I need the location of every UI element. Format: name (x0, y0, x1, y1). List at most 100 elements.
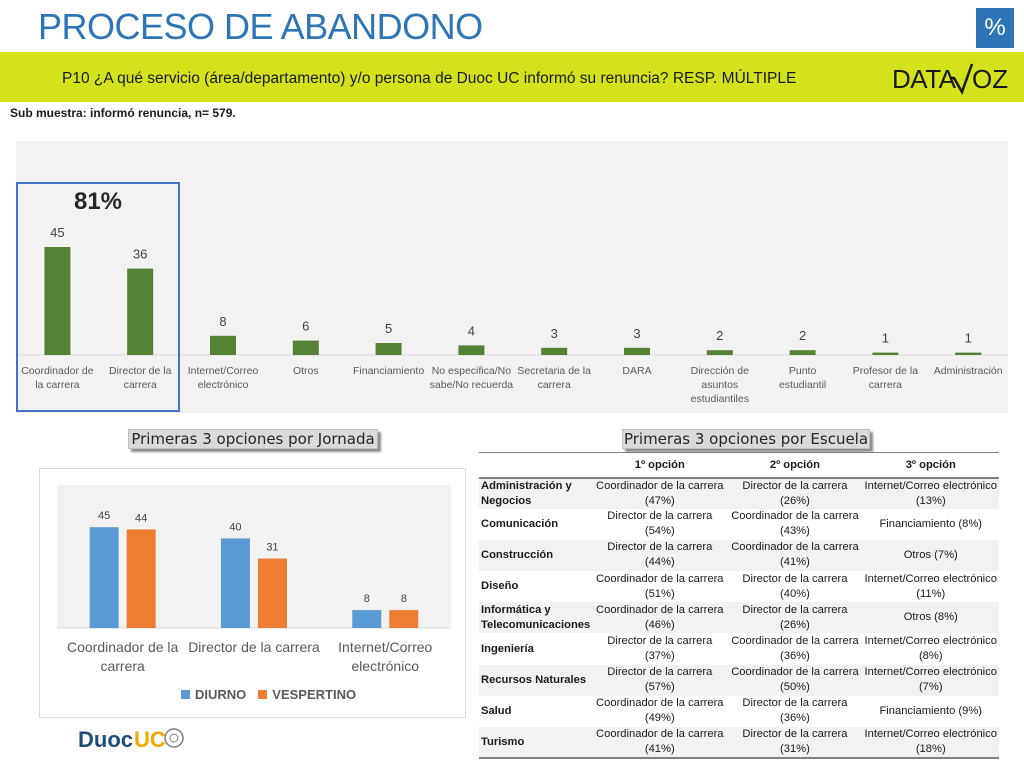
data-label: 45 (98, 510, 110, 522)
table-header: 3º opción (862, 452, 999, 479)
category-label: DARA (622, 365, 651, 377)
bar-diurno (89, 527, 119, 628)
legend-item-diurno: DIURNO (181, 687, 246, 702)
data-label: 3 (633, 326, 640, 341)
data-label: 2 (799, 328, 806, 343)
table-row: Ingeniería Director de la carrera (37%) Co… (479, 633, 999, 664)
jornada-legend: DIURNO VESPERTINO (181, 687, 356, 702)
option-cell: Coordinador de la carrera (36%) (731, 635, 859, 663)
legend-item-vespertino: VESPERTINO (258, 687, 356, 702)
option-cell: Director de la carrera (40%) (742, 572, 848, 600)
table-header: 2º opción (727, 452, 863, 479)
category-label: Secretaria de la carrera (517, 365, 591, 391)
option-cell: Coordinador de la carrera (43%) (731, 510, 859, 538)
data-label: 40 (229, 521, 241, 533)
percent-badge: % (976, 8, 1014, 48)
bar (458, 345, 485, 355)
option-cell: Internet/Correo electrónico (18%) (862, 727, 999, 760)
legend-label-vespertino: VESPERTINO (272, 687, 357, 702)
table-row: Construcción Director de la carrera (44%)… (479, 539, 999, 572)
option-cell: Coordinador de la carrera (49%) (596, 697, 724, 725)
bar (210, 335, 236, 355)
table-row: Informática y Telecomunicaciones Coordina… (479, 602, 999, 634)
bar-vespertino (257, 558, 287, 628)
option-cell: Internet/Correo electrónico (8%) (864, 635, 997, 663)
highlight-percentage: 81% (73, 188, 123, 215)
bar-vespertino (389, 610, 419, 628)
jornada-section-title: Primeras 3 opciones por Jornada (128, 429, 378, 449)
school-name-cell: Administración y Negocios (479, 477, 593, 509)
option-cell: Financiamiento (8%) (879, 517, 983, 530)
school-name-cell: Turismo (479, 727, 593, 760)
category-label: Administración (934, 365, 1003, 377)
bar-diurno (352, 610, 382, 628)
option-cell: Director de la carrera (26%) (727, 477, 863, 509)
legend-swatch-vespertino (258, 690, 268, 699)
question-text: P10 ¿A qué servicio (área/departamento) … (62, 70, 797, 87)
data-label: 6 (302, 319, 309, 334)
category-label: Financiamiento (353, 365, 424, 377)
jornada-chart-panel: 45 44 Coordinador de la carrera 40 31 Director… (39, 468, 466, 718)
school-name-cell: Comunicación (481, 517, 559, 530)
duocuc-logo: Duoc UC (78, 727, 184, 752)
category-label: Punto estudiantil (779, 365, 826, 391)
svg-text:DATA: DATA (892, 64, 957, 94)
data-label: 8 (364, 593, 370, 605)
option-cell: Director de la carrera (54%) (607, 510, 713, 538)
data-label: 2 (716, 328, 723, 343)
table-row: Diseño Coordinador de la carrera (51%) Dir… (479, 571, 999, 602)
bar (624, 347, 650, 355)
option-cell: Otros (7%) (862, 539, 999, 572)
option-cell: Financiamiento (9%) (879, 704, 983, 717)
svg-text:UC: UC (134, 727, 166, 752)
option-cell: Otros (8%) (862, 602, 999, 634)
option-cell: Director de la carrera (31%) (727, 727, 863, 760)
svg-text:OZ: OZ (972, 64, 1008, 94)
data-label: 3 (551, 326, 558, 341)
bar (789, 350, 816, 355)
bar-diurno (220, 538, 250, 628)
datavoz-logo: DATA OZ (892, 63, 1008, 95)
option-cell: Internet/Correo electrónico (13%) (862, 477, 999, 509)
bar (955, 352, 982, 355)
table-header: 1º opción (592, 452, 728, 479)
table-body: Administración y Negocios Coordinador de … (479, 477, 999, 760)
plot-area (57, 485, 451, 628)
table-header-row: 1º opción 2º opción 3º opción (479, 452, 999, 479)
bar (872, 352, 899, 355)
main-chart-area (16, 141, 1008, 413)
option-cell: Director de la carrera (37%) (607, 635, 713, 663)
option-cell: Coordinador de la carrera (51%) (596, 572, 724, 600)
data-label: 4 (468, 323, 475, 338)
option-cell: Director de la carrera (44%) (592, 539, 728, 572)
option-cell: Coordinador de la carrera (46%) (592, 602, 728, 634)
escuela-section-title: Primeras 3 opciones por Escuela (622, 429, 870, 449)
option-cell: Director de la carrera (26%) (727, 602, 863, 634)
category-label: Dirección de asuntos estudiantiles (691, 365, 750, 405)
table-header (479, 452, 593, 479)
school-name-cell: Recursos Naturales (479, 664, 593, 696)
data-label: 45 (50, 225, 64, 240)
bar (375, 343, 402, 355)
legend-swatch-diurno (181, 690, 190, 699)
category-label: Coordinador de la carrera (21, 365, 94, 391)
data-label: 44 (135, 512, 147, 524)
school-name-cell: Salud (481, 704, 512, 717)
option-cell: Coordinador de la carrera (41%) (592, 727, 728, 760)
category-label: Director de la carrera (188, 639, 320, 655)
data-label: 5 (385, 321, 392, 336)
option-cell: Director de la carrera (57%) (592, 664, 728, 696)
bar (541, 347, 568, 355)
table-row: Recursos Naturales Director de la carrera… (479, 664, 999, 696)
category-label: Internet/Correo electrónico (338, 639, 432, 674)
table-row: Comunicación Director de la carrera (54%)… (479, 509, 999, 540)
bar (44, 247, 71, 355)
school-name-cell: Ingeniería (481, 642, 534, 655)
table-row: Turismo Coordinador de la carrera (41%) Di… (479, 727, 999, 760)
category-label: Director de la carrera (109, 365, 172, 391)
option-cell: Internet/Correo electrónico (7%) (862, 664, 999, 696)
category-label: Otros (293, 365, 319, 377)
bar (127, 268, 154, 355)
